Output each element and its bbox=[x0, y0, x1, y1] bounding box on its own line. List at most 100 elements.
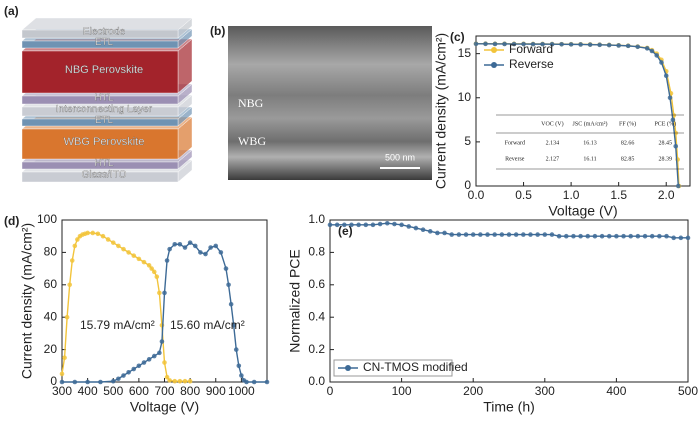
data-point bbox=[203, 251, 208, 257]
table-cell: 28.45 bbox=[658, 140, 672, 146]
x-tick-label: 600 bbox=[129, 384, 149, 398]
layer-front bbox=[21, 118, 179, 127]
data-point bbox=[521, 232, 526, 237]
data-point bbox=[110, 378, 116, 384]
sem-image bbox=[228, 26, 432, 180]
data-point bbox=[110, 240, 116, 245]
layer-front bbox=[21, 161, 179, 170]
data-point bbox=[563, 233, 569, 239]
data-point bbox=[151, 353, 157, 359]
data-point bbox=[233, 347, 239, 352]
panel-label: (e) bbox=[338, 224, 353, 238]
legend-label: Reverse bbox=[509, 57, 554, 71]
sem-photo bbox=[228, 26, 432, 180]
y-axis-label: Normalized PCE bbox=[287, 249, 303, 352]
data-point bbox=[162, 360, 167, 365]
table-cell: 2.127 bbox=[546, 156, 560, 162]
y-tick-label: 0.2 bbox=[308, 342, 325, 356]
panel-label: (a) bbox=[4, 4, 19, 18]
panel-label: (d) bbox=[4, 214, 19, 228]
data-point bbox=[126, 250, 131, 255]
data-point bbox=[597, 42, 602, 48]
data-point bbox=[667, 95, 673, 101]
legend-label: Forward bbox=[509, 42, 553, 56]
data-point bbox=[177, 378, 183, 384]
data-point bbox=[187, 240, 193, 245]
data-point bbox=[85, 230, 90, 236]
data-point bbox=[659, 60, 664, 65]
data-point bbox=[157, 350, 162, 356]
annotation: 15.60 mA/cm² bbox=[170, 318, 245, 332]
data-point bbox=[85, 379, 90, 385]
data-point bbox=[549, 41, 555, 47]
data-point bbox=[442, 230, 447, 236]
x-tick-label: 0 bbox=[327, 384, 334, 398]
data-point bbox=[427, 229, 433, 234]
data-point bbox=[377, 221, 383, 227]
x-tick-label: 2.0 bbox=[658, 188, 675, 202]
x-tick-label: 300 bbox=[52, 384, 72, 398]
data-point bbox=[511, 41, 517, 47]
data-point bbox=[342, 222, 347, 228]
data-point bbox=[473, 41, 479, 47]
layer-front bbox=[21, 95, 179, 105]
region-label: WBG bbox=[238, 134, 266, 148]
data-point bbox=[167, 246, 172, 252]
x-tick-label: 500 bbox=[678, 384, 698, 398]
data-point bbox=[121, 246, 126, 252]
data-point bbox=[599, 233, 605, 239]
data-point bbox=[72, 379, 78, 385]
data-point bbox=[151, 269, 157, 275]
legend-marker bbox=[491, 62, 497, 68]
layer-front bbox=[21, 128, 179, 160]
plot-frame bbox=[475, 35, 691, 187]
data-point bbox=[483, 41, 488, 47]
data-point bbox=[136, 256, 142, 262]
data-point bbox=[478, 232, 483, 237]
data-point bbox=[116, 376, 121, 382]
data-point bbox=[187, 378, 193, 384]
x-tick-label: 300 bbox=[535, 384, 555, 398]
data-point bbox=[521, 41, 526, 47]
table-cell: 82.85 bbox=[621, 156, 635, 162]
data-point bbox=[592, 233, 598, 239]
layer-label: Electrode bbox=[83, 27, 126, 38]
data-point bbox=[578, 42, 583, 47]
y-tick-label: 100 bbox=[37, 212, 57, 226]
data-point bbox=[164, 374, 170, 380]
data-point bbox=[606, 42, 612, 48]
y-axis-label: Current density (mA/cm²) bbox=[19, 223, 35, 379]
layer-front bbox=[21, 106, 179, 117]
data-point bbox=[149, 266, 154, 271]
layer-label: ETL bbox=[95, 37, 114, 48]
data-point bbox=[492, 232, 497, 237]
annotation: 15.79 mA/cm² bbox=[80, 318, 155, 332]
layer-label: ETL bbox=[95, 115, 114, 126]
table-cell: 82.66 bbox=[621, 140, 635, 146]
data-point bbox=[95, 231, 101, 237]
y-axis-label: Current density (mA/cm²) bbox=[433, 33, 449, 189]
data-point bbox=[356, 222, 361, 228]
x-tick-label: 1.5 bbox=[610, 188, 627, 202]
data-point bbox=[420, 227, 426, 233]
region-label: NBG bbox=[238, 96, 264, 110]
data-point bbox=[90, 230, 96, 236]
data-point bbox=[370, 222, 376, 228]
x-tick-label: 200 bbox=[463, 384, 483, 398]
data-point bbox=[131, 366, 137, 372]
data-point bbox=[251, 379, 257, 385]
data-point bbox=[528, 232, 533, 237]
y-tick-label: 0.0 bbox=[308, 374, 325, 388]
data-point bbox=[116, 243, 121, 249]
data-point bbox=[105, 237, 111, 242]
table-header: JSC (mA/cm²) bbox=[573, 120, 608, 127]
data-point bbox=[172, 378, 178, 384]
data-point bbox=[327, 222, 333, 228]
data-point bbox=[349, 222, 354, 228]
data-point bbox=[435, 230, 440, 236]
y-tick-label: 40 bbox=[44, 309, 58, 323]
data-point bbox=[64, 314, 70, 320]
data-point bbox=[59, 379, 65, 385]
table-cell: 28.39 bbox=[658, 156, 672, 162]
data-point bbox=[463, 232, 469, 237]
